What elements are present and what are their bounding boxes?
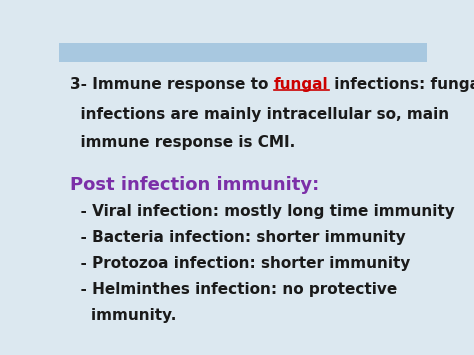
Text: - Helminthes infection: no protective: - Helminthes infection: no protective bbox=[70, 282, 398, 297]
Text: immune response is CMI.: immune response is CMI. bbox=[70, 135, 295, 150]
Text: immunity.: immunity. bbox=[70, 308, 177, 323]
Text: - Bacteria infection: shorter immunity: - Bacteria infection: shorter immunity bbox=[70, 230, 406, 245]
Text: 3- Immune response to: 3- Immune response to bbox=[70, 77, 274, 92]
Text: infections are mainly intracellular so, main: infections are mainly intracellular so, … bbox=[70, 107, 449, 122]
Text: Post infection immunity:: Post infection immunity: bbox=[70, 176, 319, 194]
Text: - Protozoa infection: shorter immunity: - Protozoa infection: shorter immunity bbox=[70, 256, 410, 271]
Text: infections: fungal: infections: fungal bbox=[328, 77, 474, 92]
Text: fungal: fungal bbox=[274, 77, 328, 92]
Text: - Viral infection: mostly long time immunity: - Viral infection: mostly long time immu… bbox=[70, 204, 455, 219]
FancyBboxPatch shape bbox=[59, 43, 427, 62]
